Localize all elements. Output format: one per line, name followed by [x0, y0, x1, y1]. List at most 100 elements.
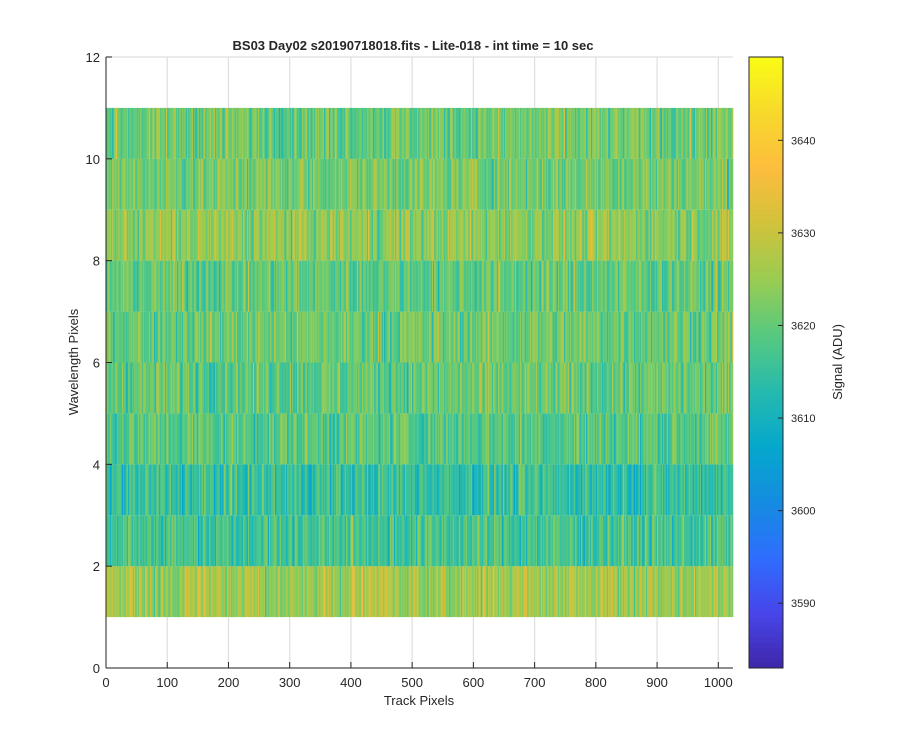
heatmap-cell — [461, 362, 463, 414]
heatmap-cell — [375, 362, 377, 414]
heatmap-cell — [152, 158, 155, 210]
heatmap-cell — [216, 107, 218, 159]
heatmap-cell — [186, 464, 189, 516]
heatmap-cell — [715, 362, 718, 414]
heatmap-cell — [208, 413, 211, 465]
heatmap-cell — [451, 464, 453, 516]
heatmap-cell — [349, 209, 352, 261]
heatmap-cell — [196, 464, 199, 516]
heatmap-cell — [410, 260, 413, 312]
heatmap-cell — [541, 260, 544, 312]
heatmap-cell — [408, 209, 411, 261]
heatmap-cell — [657, 464, 659, 516]
heatmap-cell — [121, 107, 124, 159]
heatmap-cell — [177, 158, 179, 210]
heatmap-cell — [524, 515, 527, 567]
heatmap-cell — [316, 107, 319, 159]
heatmap-cell — [625, 413, 627, 465]
heatmap-cell — [459, 209, 462, 261]
heatmap-cell — [218, 464, 221, 516]
heatmap-cell — [380, 158, 382, 210]
heatmap-cell — [659, 260, 662, 312]
heatmap-cell — [539, 566, 542, 618]
heatmap-cell — [214, 515, 217, 567]
heatmap-cell — [314, 107, 316, 159]
heatmap-cell — [145, 515, 147, 567]
heatmap-cell — [615, 209, 617, 261]
heatmap-cell — [276, 413, 278, 465]
heatmap-cell — [545, 362, 548, 414]
heatmap-cell — [237, 209, 239, 261]
heatmap-cell — [675, 362, 677, 414]
heatmap-cell — [277, 311, 279, 363]
heatmap-cell — [360, 209, 363, 261]
heatmap-cell — [555, 413, 557, 465]
heatmap-cell — [369, 515, 371, 567]
heatmap-cell — [363, 260, 365, 312]
heatmap-cell — [439, 158, 441, 210]
heatmap-cell — [290, 158, 293, 210]
heatmap-cell — [715, 158, 718, 210]
heatmap-cell — [699, 209, 702, 261]
heatmap-cell — [407, 413, 409, 465]
heatmap-cell — [314, 209, 316, 261]
heatmap-cell — [213, 107, 216, 159]
heatmap-cell — [173, 311, 175, 363]
heatmap-cell — [282, 464, 284, 516]
heatmap-cell — [664, 413, 666, 465]
heatmap-cell — [266, 413, 268, 465]
heatmap-cell — [550, 515, 553, 567]
heatmap-cell — [399, 158, 402, 210]
heatmap-cell — [129, 209, 131, 261]
heatmap-cell — [420, 107, 423, 159]
heatmap-cell — [112, 311, 114, 363]
heatmap-cell — [175, 515, 178, 567]
heatmap-cell — [203, 209, 206, 261]
heatmap-cell — [146, 107, 148, 159]
heatmap-cell — [420, 413, 423, 465]
heatmap-cell — [632, 158, 635, 210]
heatmap-cell — [289, 209, 292, 261]
heatmap-cell — [300, 413, 303, 465]
heatmap-cell — [169, 464, 172, 516]
heatmap-cell — [619, 209, 621, 261]
heatmap-cell — [646, 362, 648, 414]
heatmap-cell — [601, 209, 604, 261]
heatmap-cell — [216, 566, 218, 618]
heatmap-cell — [142, 260, 145, 312]
heatmap-cell — [132, 566, 135, 618]
heatmap-cell — [483, 515, 485, 567]
heatmap-cell — [402, 515, 404, 567]
heatmap-cell — [174, 515, 177, 567]
heatmap-cell — [402, 260, 404, 312]
heatmap-cell — [604, 464, 606, 516]
heatmap-cell — [195, 209, 197, 261]
heatmap-cell — [726, 260, 729, 312]
heatmap-cell — [270, 260, 272, 312]
heatmap-cell — [470, 413, 473, 465]
heatmap-cell — [121, 566, 124, 618]
heatmap-cell — [646, 464, 648, 516]
heatmap-cell — [282, 413, 284, 465]
heatmap-cell — [609, 515, 611, 567]
heatmap-cell — [191, 260, 194, 312]
heatmap-cell — [281, 260, 283, 312]
heatmap-cell — [581, 464, 583, 516]
heatmap-cell — [238, 311, 240, 363]
heatmap-cell — [183, 515, 185, 567]
heatmap-cell — [159, 515, 162, 567]
heatmap-cell — [489, 566, 491, 618]
heatmap-cell — [255, 107, 257, 159]
heatmap-cell — [341, 260, 343, 312]
heatmap-cell — [163, 260, 166, 312]
heatmap-cell — [195, 362, 197, 414]
heatmap-cell — [162, 158, 164, 210]
heatmap-cell — [333, 311, 336, 363]
heatmap-cell — [611, 362, 614, 414]
heatmap-cell — [202, 260, 205, 312]
heatmap-cell — [197, 515, 200, 567]
heatmap-cell — [157, 209, 159, 261]
heatmap-cell — [502, 413, 505, 465]
heatmap-cell — [118, 566, 120, 618]
heatmap-cell — [343, 311, 346, 363]
